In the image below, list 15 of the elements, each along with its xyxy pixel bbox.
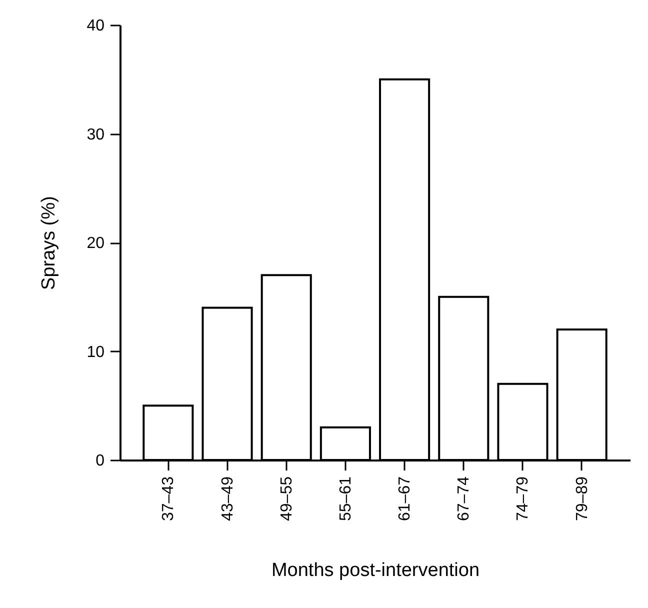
y-axis-title: Sprays (%)	[38, 196, 60, 290]
y-tick-label: 10	[86, 344, 105, 361]
x-axis-title: Months post-intervention	[271, 560, 480, 581]
x-tick-label: 61–67	[396, 476, 414, 521]
y-tick-label: 0	[96, 452, 105, 470]
y-tick-label: 20	[86, 235, 105, 252]
y-tick-label: 40	[86, 18, 105, 34]
x-tick-label: 43–49	[219, 476, 236, 521]
x-tick-label: 67–74	[456, 476, 473, 521]
y-tick-label: 30	[86, 126, 105, 144]
x-tick-label: 55–61	[337, 476, 354, 521]
x-tick-label: 79–89	[574, 476, 591, 521]
x-tick-label: 37–43	[160, 476, 178, 521]
x-tick-label: 74–79	[514, 476, 532, 521]
x-tick-label: 49–55	[278, 476, 296, 521]
